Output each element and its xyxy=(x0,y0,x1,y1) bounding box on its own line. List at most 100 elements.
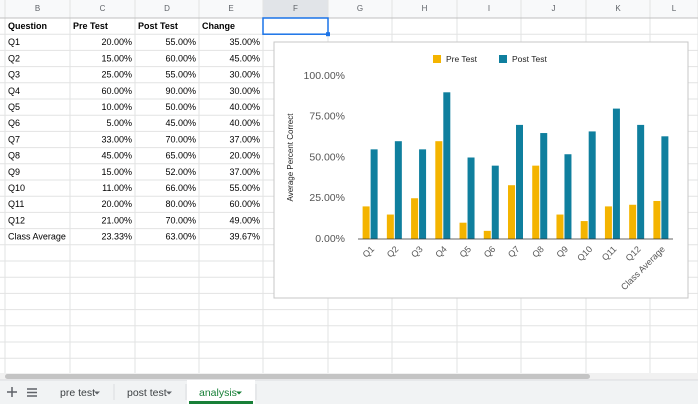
tab-bar xyxy=(0,380,698,404)
cell: 66.00% xyxy=(165,183,196,193)
bar xyxy=(653,200,661,239)
y-tick-label: 0.00% xyxy=(315,233,345,245)
bar xyxy=(386,214,394,239)
selected-cell xyxy=(262,17,329,35)
cell: 40.00% xyxy=(229,102,260,112)
cell: 40.00% xyxy=(229,118,260,128)
bar xyxy=(419,149,427,239)
legend-swatch xyxy=(433,55,441,63)
bar xyxy=(556,214,564,239)
y-tick-label: 100.00% xyxy=(304,70,345,82)
column-header: C xyxy=(100,4,106,13)
bar xyxy=(467,157,475,239)
cell: 60.00% xyxy=(165,53,196,63)
cell: Q1 xyxy=(8,37,20,47)
bar xyxy=(370,149,378,239)
cell: Q7 xyxy=(8,134,20,144)
cell: Q10 xyxy=(8,183,25,193)
cell: Q6 xyxy=(8,118,20,128)
cell: 52.00% xyxy=(165,167,196,177)
cell: 25.00% xyxy=(101,70,132,80)
bar xyxy=(362,206,370,239)
cell: 55.00% xyxy=(165,70,196,80)
column-header: B xyxy=(35,4,40,13)
cell: 45.00% xyxy=(229,53,260,63)
cell: 63.00% xyxy=(165,232,196,242)
cell: 20.00% xyxy=(101,37,132,47)
legend-label: Post Test xyxy=(512,54,547,64)
cell: 15.00% xyxy=(101,53,132,63)
cell: 55.00% xyxy=(165,37,196,47)
active-tab-underline xyxy=(189,401,253,404)
cell: 39.67% xyxy=(229,232,260,242)
cell: 70.00% xyxy=(165,134,196,144)
cell: 33.00% xyxy=(101,134,132,144)
cell: Q11 xyxy=(8,199,24,209)
y-tick-label: 50.00% xyxy=(309,151,345,163)
bar xyxy=(540,133,548,239)
cell: 35.00% xyxy=(229,37,260,47)
bar xyxy=(588,131,596,239)
cell: Q8 xyxy=(8,151,20,161)
bar xyxy=(483,230,491,239)
cell: 49.00% xyxy=(229,215,260,225)
sheet-tab[interactable]: pre test xyxy=(60,387,95,399)
y-tick-label: 25.00% xyxy=(309,192,345,204)
cell: 23.33% xyxy=(101,232,132,242)
cell: 5.00% xyxy=(106,118,132,128)
column-header: I xyxy=(488,4,490,13)
all-sheets-button[interactable] xyxy=(27,388,37,397)
cell: Q4 xyxy=(8,86,20,96)
bar xyxy=(612,108,620,239)
cell: 70.00% xyxy=(165,215,196,225)
tab-menu-arrow xyxy=(236,391,242,395)
cell: 30.00% xyxy=(229,86,260,96)
cell: 20.00% xyxy=(229,151,260,161)
cell: 60.00% xyxy=(101,86,132,96)
fill-handle xyxy=(326,32,330,37)
bar xyxy=(435,141,443,239)
cell: Q9 xyxy=(8,167,20,177)
y-tick-label: 75.00% xyxy=(309,111,345,123)
bar xyxy=(443,92,451,239)
cell: 37.00% xyxy=(229,167,260,177)
add-sheet-button[interactable] xyxy=(7,387,17,397)
cell: 45.00% xyxy=(165,118,196,128)
bar xyxy=(516,124,523,239)
header-cell: Pre Test xyxy=(73,21,108,31)
sheet-tab[interactable]: post test xyxy=(127,387,167,399)
header-cell: Question xyxy=(8,21,47,31)
cell: 10.00% xyxy=(101,102,132,112)
cell: 37.00% xyxy=(229,134,260,144)
legend-label: Pre Test xyxy=(446,54,478,64)
cell: 20.00% xyxy=(101,199,132,209)
cell: 65.00% xyxy=(165,151,196,161)
column-header: E xyxy=(228,4,233,13)
cell: 11.00% xyxy=(102,183,132,193)
sheet-tab[interactable]: analysis xyxy=(199,387,237,399)
bar xyxy=(394,141,402,239)
cell: Q3 xyxy=(8,70,20,80)
tab-menu-arrow xyxy=(94,391,100,395)
header-cell: Post Test xyxy=(138,21,178,31)
bar xyxy=(508,185,515,239)
header-cell: Change xyxy=(202,21,235,31)
cell: Q2 xyxy=(8,53,20,63)
scrollbar-thumb[interactable] xyxy=(5,374,590,379)
bar xyxy=(629,204,637,239)
selected-column-header xyxy=(263,0,328,18)
cell: Q12 xyxy=(8,215,25,225)
column-header: F xyxy=(293,4,298,13)
bar xyxy=(411,198,419,239)
bar xyxy=(491,165,499,239)
active-tab[interactable] xyxy=(187,380,255,404)
legend-swatch xyxy=(499,55,507,63)
column-header-bar xyxy=(0,0,698,18)
cell: 30.00% xyxy=(229,70,260,80)
column-header: G xyxy=(357,4,363,13)
cell: 50.00% xyxy=(165,102,196,112)
cell: 80.00% xyxy=(165,199,196,209)
cell: Q5 xyxy=(8,102,20,112)
bar xyxy=(637,124,645,239)
